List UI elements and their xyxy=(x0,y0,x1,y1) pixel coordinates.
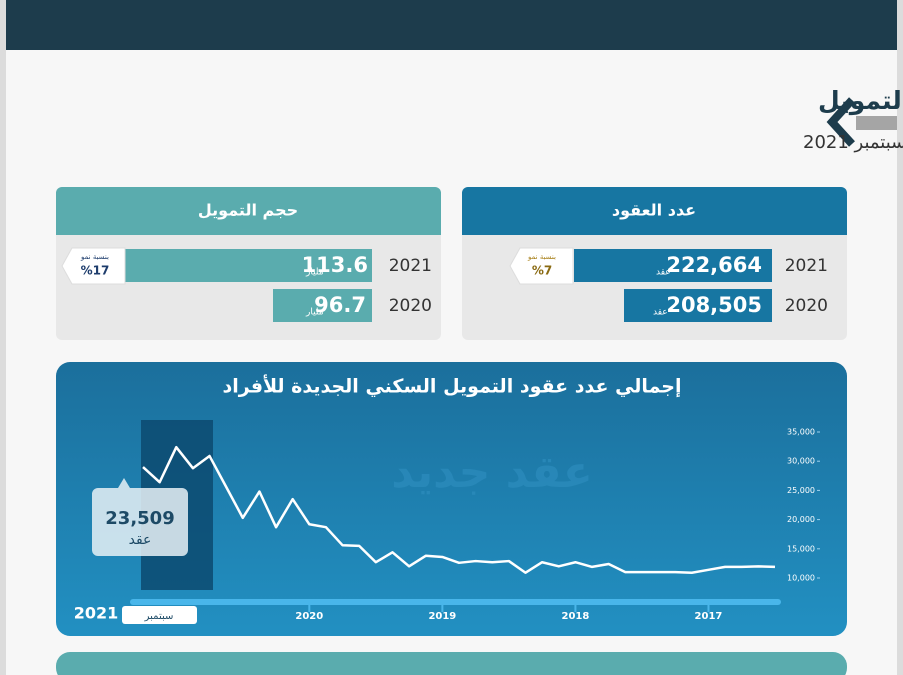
card-year: 2020 xyxy=(785,296,828,316)
card-unit: مليار xyxy=(305,268,324,278)
card-unit: عقد xyxy=(653,308,668,318)
growth-value: %7 xyxy=(532,264,552,278)
x-tick-label: 2017 xyxy=(695,611,723,622)
card-header xyxy=(462,187,847,235)
y-tick-label: 10,000 xyxy=(787,574,815,583)
growth-badge xyxy=(61,247,126,285)
watermark: عقد جديد xyxy=(391,447,593,498)
y-tick-label: 20,000 xyxy=(787,515,815,524)
data-line xyxy=(142,445,776,574)
header-subtitle: من شهر يناير ـ سبتمبر 2021 xyxy=(803,132,903,153)
y-tick-label: 30,000 xyxy=(787,457,815,466)
annotation-value: 23,509 xyxy=(105,508,174,529)
card-value: 96.7 xyxy=(314,293,366,317)
value-bar xyxy=(273,289,372,322)
timeline xyxy=(130,599,781,605)
growth-badge xyxy=(509,247,574,285)
card-unit: عقد xyxy=(656,268,671,278)
card-value: 208,505 xyxy=(666,293,762,317)
card-value: 113.6 xyxy=(302,253,368,277)
chart-panel xyxy=(56,362,847,636)
card-year: 2020 xyxy=(389,296,432,316)
header-bar xyxy=(856,116,897,130)
chart-title: إجمالي عدد عقود التمويل السكني الجديدة ل… xyxy=(222,375,681,398)
value-bar xyxy=(108,249,372,282)
chevron xyxy=(826,97,855,147)
timeline-tick xyxy=(707,604,710,612)
annotation-box xyxy=(92,478,188,556)
card-value: 222,664 xyxy=(666,253,762,277)
y-tick-label: 15,000 xyxy=(787,544,815,553)
card-year: 2021 xyxy=(785,256,828,276)
next-section xyxy=(56,652,847,675)
growth-caption: بنسبة نمو xyxy=(80,253,109,261)
timeline-tick xyxy=(308,604,311,612)
annotation-unit: عقد xyxy=(129,532,152,548)
timeline-tick xyxy=(574,604,577,612)
y-tick-label: 25,000 xyxy=(787,486,815,495)
card-header xyxy=(56,187,441,235)
header-title: النمو في عدد العقود والتمويل xyxy=(818,86,903,116)
y-tick-label: 35,000 xyxy=(787,428,815,437)
growth-caption: بنسبة نمو xyxy=(527,253,556,261)
x-tick-label: 2020 xyxy=(295,611,323,622)
timeline-tick xyxy=(441,604,444,612)
x-tick-label: سبتمبر xyxy=(144,611,174,622)
card-year: 2021 xyxy=(389,256,432,276)
card-title: حجم التمويل xyxy=(198,201,298,220)
x-tick-label: 2019 xyxy=(428,611,456,622)
year-label: 2021 xyxy=(74,604,119,623)
top-bar xyxy=(6,0,897,50)
value-bar xyxy=(624,289,772,322)
card-title: عدد العقود xyxy=(612,201,696,220)
card-unit: مليار xyxy=(305,308,324,318)
growth-value: %17 xyxy=(81,264,110,278)
x-tick-label: 2018 xyxy=(561,611,589,622)
value-bar xyxy=(574,249,772,282)
month-badge xyxy=(122,606,197,624)
